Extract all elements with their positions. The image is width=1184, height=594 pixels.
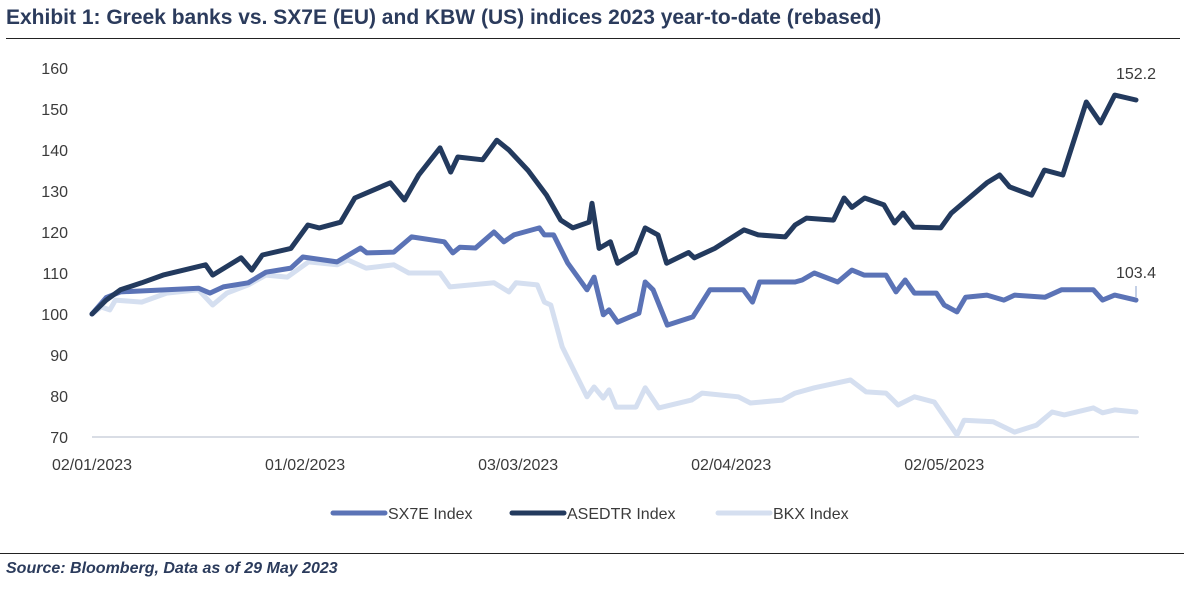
data-label: 103.4 xyxy=(1116,265,1156,282)
y-tick-label: 100 xyxy=(41,307,68,324)
y-tick-label: 120 xyxy=(41,225,68,242)
x-tick-label: 01/02/2023 xyxy=(265,457,345,474)
legend: SX7E Index ASEDTR Index BKX Index xyxy=(330,506,849,523)
legend-label: SX7E Index xyxy=(388,506,473,523)
y-tick-label: 130 xyxy=(41,184,68,201)
series-line-sx7e xyxy=(89,225,1139,328)
series-line-asedtr xyxy=(89,92,1139,317)
legend-label: ASEDTR Index xyxy=(567,506,675,523)
y-tick-label: 80 xyxy=(50,389,68,406)
x-axis: 02/01/2023 01/02/2023 03/03/2023 02/04/2023… xyxy=(52,436,1139,474)
x-tick-label: 02/01/2023 xyxy=(52,457,132,474)
y-tick-label: 90 xyxy=(50,348,68,365)
series-line-bkx xyxy=(89,257,1139,438)
x-tick-label: 02/05/2023 xyxy=(904,457,984,474)
data-label: 152.2 xyxy=(1116,66,1156,83)
y-tick-label: 70 xyxy=(50,430,68,447)
y-tick-label: 140 xyxy=(41,143,68,160)
x-tick-label: 02/04/2023 xyxy=(691,457,771,474)
title-rule xyxy=(6,38,1180,39)
x-tick-label: 03/03/2023 xyxy=(478,457,558,474)
y-axis: 70 80 90 100 110 120 130 140 150 160 xyxy=(41,61,68,447)
y-tick-label: 160 xyxy=(41,61,68,78)
legend-label: BKX Index xyxy=(773,506,849,523)
source-note: Source: Bloomberg, Data as of 29 May 202… xyxy=(6,560,338,577)
y-tick-label: 150 xyxy=(41,102,68,119)
chart-title: Exhibit 1: Greek banks vs. SX7E (EU) and… xyxy=(6,6,882,29)
series-lines xyxy=(89,92,1139,438)
annotations: 152.2 103.4 xyxy=(1116,66,1156,298)
source-rule xyxy=(0,553,1184,554)
y-tick-label: 110 xyxy=(42,266,68,283)
